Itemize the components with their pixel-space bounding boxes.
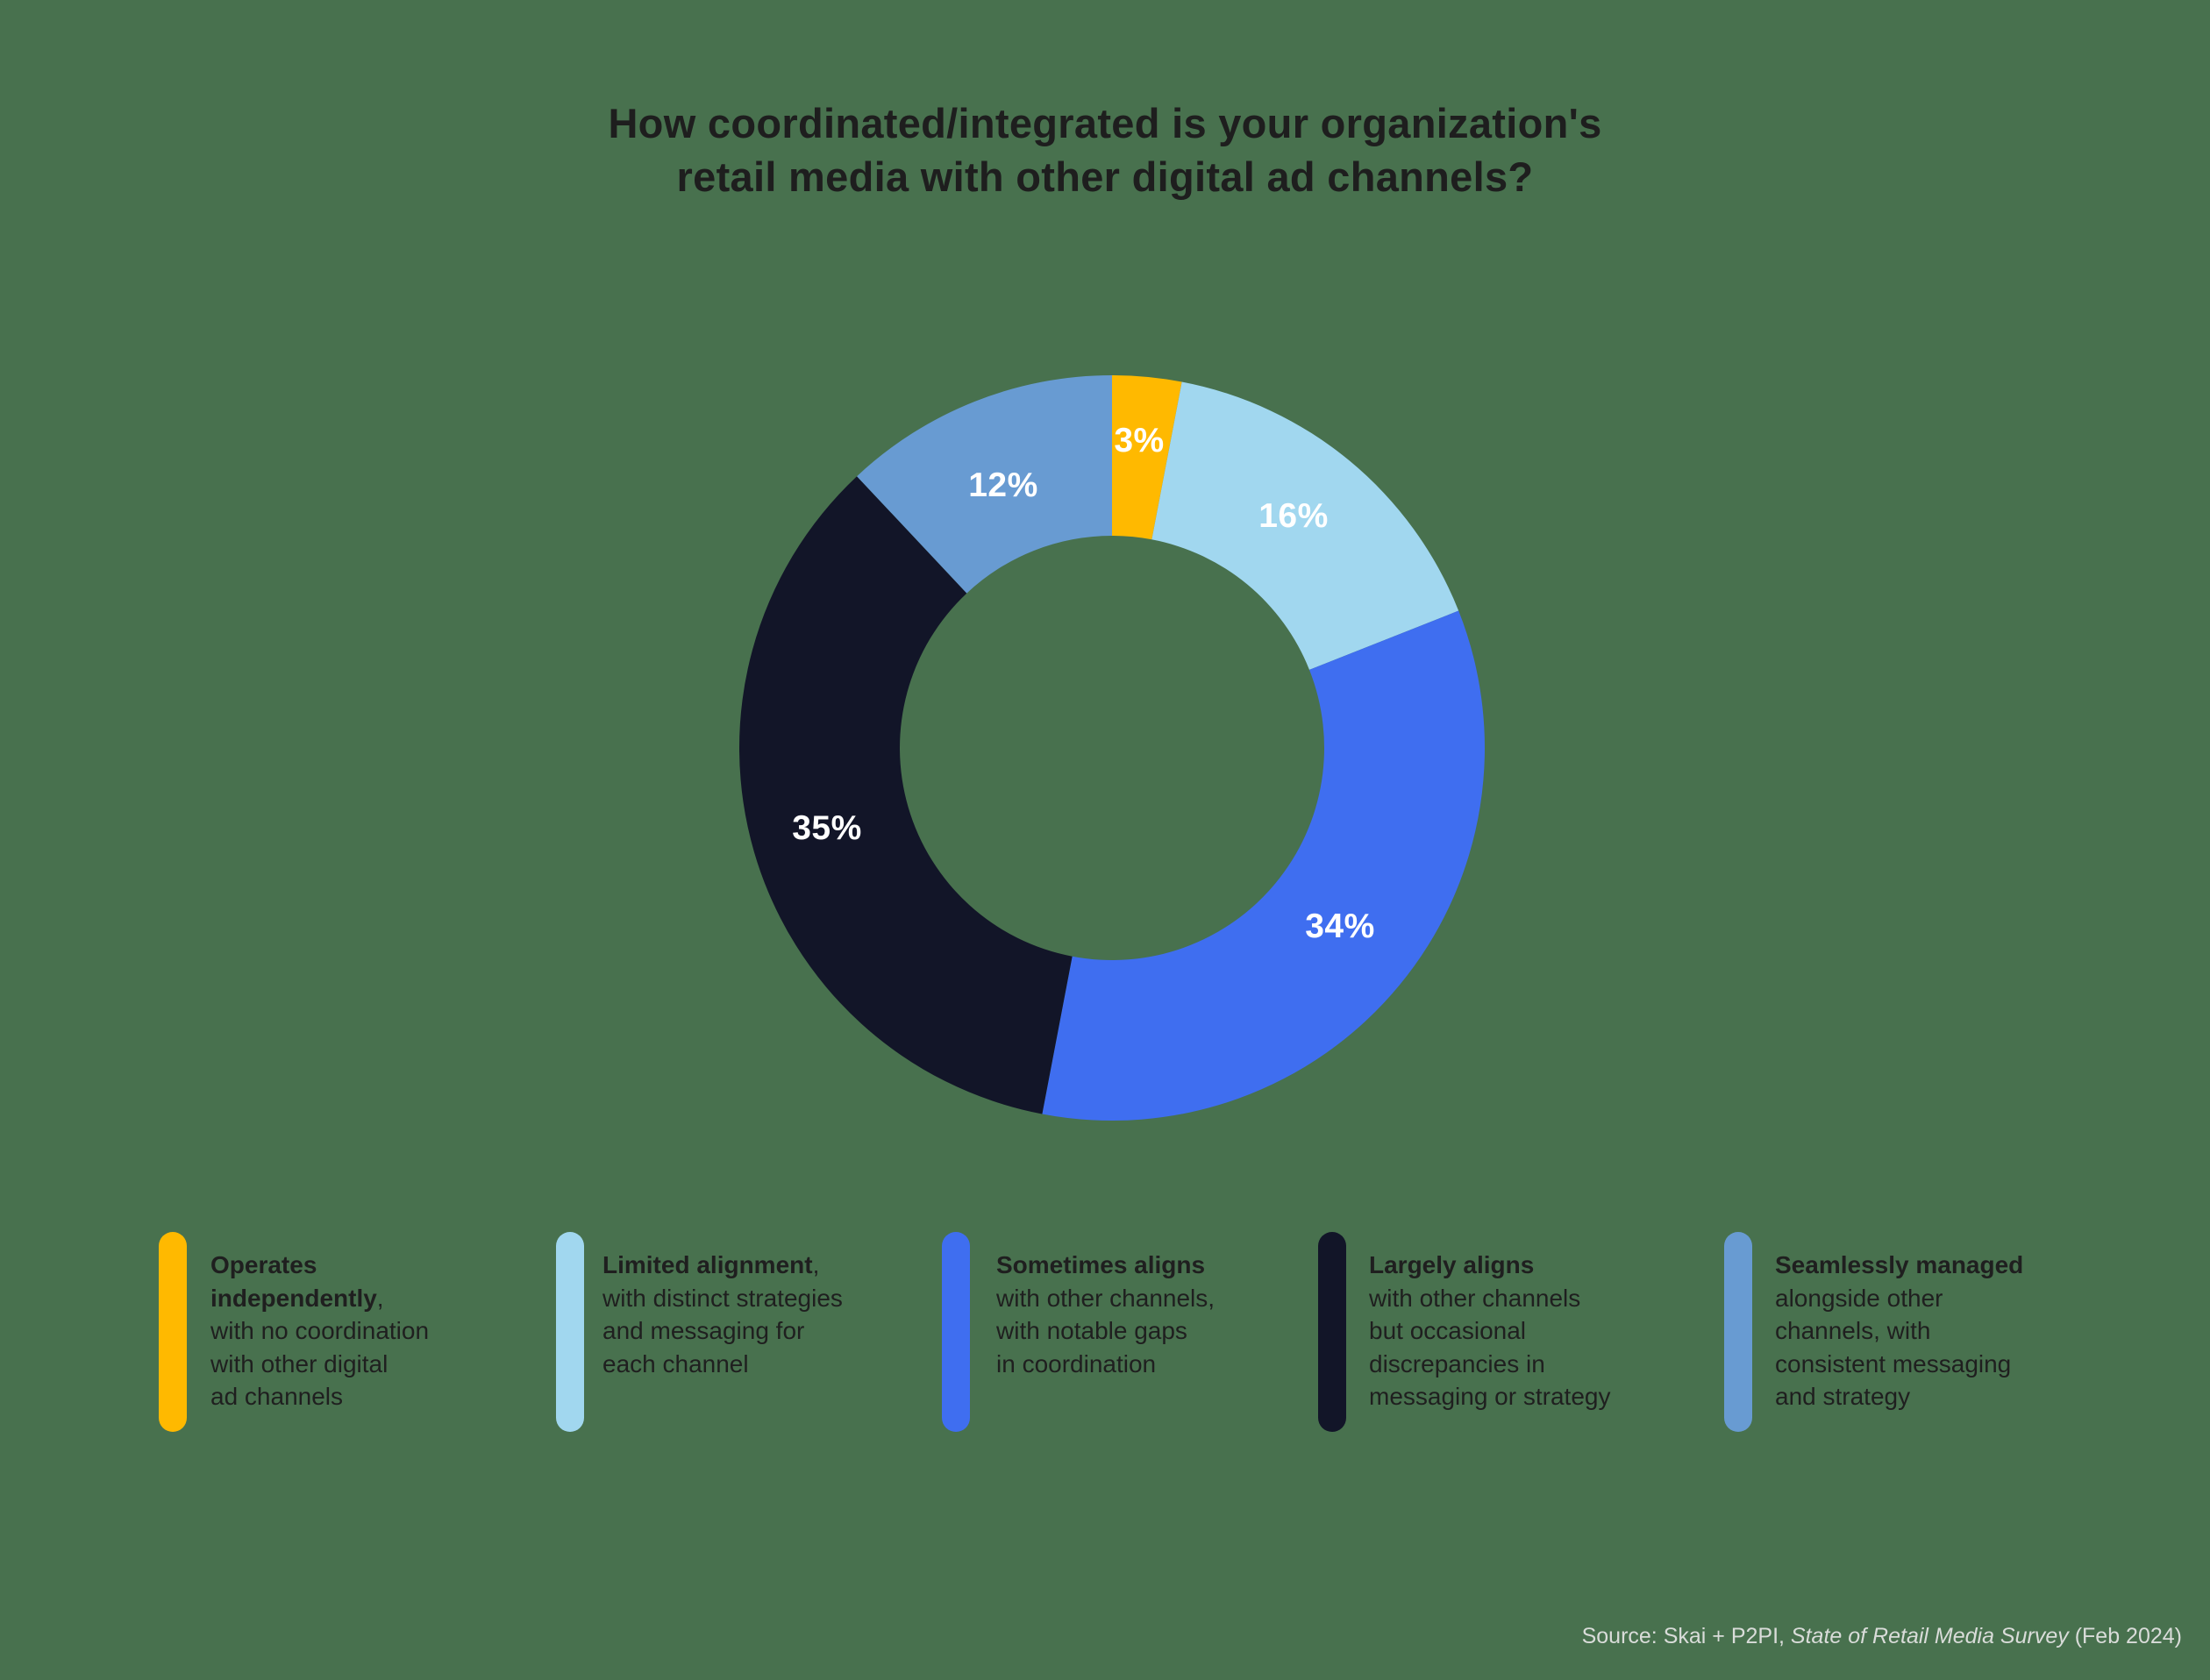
legend-swatch — [159, 1232, 187, 1432]
source-title: State of Retail Media Survey — [1790, 1624, 2069, 1648]
chart-title-line-1: How coordinated/integrated is your organ… — [608, 100, 1602, 146]
donut-segment-largely-aligns — [739, 476, 1073, 1114]
segment-label-operates-independently: 3% — [1114, 422, 1165, 459]
legend-bold-text: Largely aligns — [1369, 1251, 1535, 1278]
legend-bold-text: Seamlessly managed — [1775, 1251, 2024, 1278]
legend-bold-text: Limited alignment — [602, 1251, 813, 1278]
donut-segments — [739, 375, 1485, 1121]
source-note: Source: Skai + P2PI, State of Retail Med… — [1582, 1624, 2182, 1649]
legend-description-line: discrepancies in — [1369, 1349, 1545, 1377]
chart-title-line-2: retail media with other digital ad chann… — [676, 153, 1534, 200]
source-prefix: Source: Skai + P2PI, — [1581, 1624, 1791, 1648]
legend-description-line: consistent messaging — [1775, 1349, 2012, 1377]
legend-swatch — [1724, 1232, 1752, 1432]
legend-text: Largely aligns with other channels but occ… — [1369, 1249, 1610, 1413]
legend-description-line: with distinct strategies — [602, 1284, 843, 1312]
donut-segment-sometimes-aligns — [1042, 610, 1485, 1121]
legend-description-line: each channel — [602, 1349, 749, 1377]
legend-text: Limited alignment, with distinct strategi… — [602, 1249, 843, 1380]
source-date: (Feb 2024) — [2068, 1624, 2182, 1648]
donut-segment-limited-alignment — [1151, 381, 1459, 670]
legend-description-line: in coordination — [996, 1349, 1157, 1377]
legend-description-line: and strategy — [1775, 1383, 1911, 1410]
legend-swatch — [556, 1232, 584, 1432]
segment-label-limited-alignment: 16% — [1258, 497, 1329, 535]
legend-swatch — [942, 1232, 970, 1432]
legend-description-line: ad channels — [210, 1383, 344, 1410]
legend-description-line: with notable gaps — [996, 1317, 1187, 1344]
legend-bold-text: Sometimes aligns — [996, 1251, 1206, 1278]
legend-description-line: and messaging for — [602, 1317, 805, 1344]
legend-bold-text: Operates — [210, 1251, 317, 1278]
legend-description-line: with other channels, — [996, 1284, 1216, 1312]
legend-text: Sometimes aligns with other channels, with… — [996, 1249, 1215, 1380]
legend-description-line: but occasional — [1369, 1317, 1527, 1344]
legend-bold-text: independently — [210, 1284, 377, 1312]
legend-description-line: with no coordination — [210, 1317, 430, 1344]
segment-label-largely-aligns: 35% — [792, 809, 862, 847]
legend-description-line: alongside other — [1775, 1284, 1943, 1312]
legend-description-line: with other channels — [1369, 1284, 1581, 1312]
legend-description-line: messaging or strategy — [1369, 1383, 1611, 1410]
legend-description-line: with other digital — [210, 1349, 389, 1377]
chart-title: How coordinated/integrated is your organ… — [0, 96, 2210, 203]
legend-text: Operates independently, with no coordinati… — [210, 1249, 429, 1413]
legend-text: Seamlessly managed alongside other channel… — [1775, 1249, 2023, 1413]
donut-segment-seamlessly-managed — [857, 375, 1112, 594]
legend-swatch — [1318, 1232, 1346, 1432]
donut-segment-operates-independently — [1112, 375, 1182, 540]
segment-label-sometimes-aligns: 34% — [1305, 908, 1375, 945]
legend-description-line: channels, with — [1775, 1317, 1931, 1344]
segment-label-seamlessly-managed: 12% — [968, 466, 1038, 504]
